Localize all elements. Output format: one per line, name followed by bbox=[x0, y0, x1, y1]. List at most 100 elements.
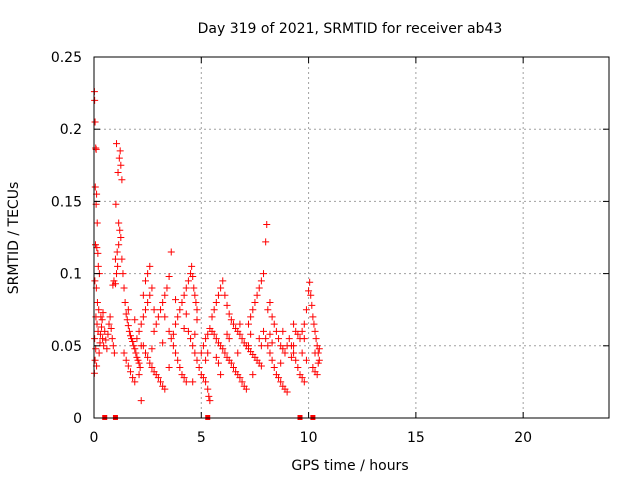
data-point bbox=[116, 226, 124, 234]
data-point bbox=[98, 323, 106, 331]
data-point bbox=[279, 345, 287, 353]
data-point bbox=[191, 349, 199, 357]
data-point bbox=[214, 359, 222, 367]
data-point bbox=[312, 335, 320, 343]
chart-title: Day 319 of 2021, SRMTID for receiver ab4… bbox=[198, 21, 503, 37]
points-layer bbox=[90, 88, 323, 405]
data-point bbox=[260, 270, 268, 278]
data-point bbox=[131, 345, 139, 353]
data-point bbox=[110, 277, 118, 285]
data-point bbox=[104, 330, 112, 338]
data-point bbox=[122, 310, 130, 318]
data-point bbox=[106, 313, 114, 321]
data-point bbox=[202, 378, 210, 386]
data-point bbox=[139, 313, 147, 321]
data-point bbox=[247, 330, 255, 338]
data-point bbox=[268, 339, 276, 347]
data-point bbox=[315, 345, 323, 353]
data-point bbox=[251, 298, 259, 306]
data-point bbox=[268, 313, 276, 321]
data-point bbox=[308, 301, 316, 309]
data-point bbox=[94, 249, 102, 257]
data-point bbox=[279, 327, 287, 335]
data-point bbox=[165, 363, 173, 371]
data-point bbox=[96, 330, 104, 338]
data-point bbox=[124, 306, 132, 314]
data-point bbox=[214, 291, 222, 299]
data-point bbox=[191, 291, 199, 299]
data-point bbox=[238, 378, 246, 386]
data-point bbox=[109, 342, 117, 350]
data-point bbox=[234, 349, 242, 357]
x-tick-label: 20 bbox=[514, 430, 532, 446]
data-point bbox=[150, 327, 158, 335]
data-point bbox=[93, 298, 101, 306]
data-point bbox=[144, 298, 152, 306]
data-point bbox=[165, 272, 173, 280]
data-point bbox=[92, 345, 100, 353]
data-point bbox=[95, 349, 103, 357]
data-point bbox=[135, 371, 143, 379]
data-point bbox=[159, 298, 167, 306]
data-point bbox=[144, 353, 152, 361]
data-point bbox=[190, 284, 198, 292]
data-point bbox=[264, 306, 272, 314]
ticks-layer: 0 0.05 0.1 0.15 0.2 0.25 0 5 10 15 20 bbox=[51, 50, 609, 446]
data-point bbox=[115, 241, 123, 249]
data-point bbox=[217, 284, 225, 292]
data-point bbox=[146, 262, 154, 270]
data-point bbox=[298, 374, 306, 382]
grid-layer bbox=[94, 57, 609, 418]
x-tick-label: 0 bbox=[90, 430, 99, 446]
data-point bbox=[161, 313, 169, 321]
data-point bbox=[180, 374, 188, 382]
data-point bbox=[290, 320, 298, 328]
data-point bbox=[249, 306, 257, 314]
data-point bbox=[135, 327, 143, 335]
y-tick-label: 0.15 bbox=[51, 194, 82, 210]
data-point bbox=[144, 270, 152, 278]
data-point bbox=[281, 349, 289, 357]
data-point bbox=[236, 330, 244, 338]
data-point bbox=[257, 277, 265, 285]
data-point bbox=[118, 176, 126, 184]
data-point bbox=[129, 374, 137, 382]
data-point bbox=[310, 320, 318, 328]
data-point bbox=[270, 363, 278, 371]
data-point bbox=[315, 356, 323, 364]
data-point bbox=[136, 363, 144, 371]
data-point bbox=[306, 278, 314, 286]
x-axis-label: GPS time / hours bbox=[291, 458, 408, 474]
data-point bbox=[161, 385, 169, 393]
data-point bbox=[208, 313, 216, 321]
data-point bbox=[123, 316, 131, 324]
data-point bbox=[197, 349, 205, 357]
data-point bbox=[275, 374, 283, 382]
data-point bbox=[205, 392, 213, 400]
data-point bbox=[257, 362, 265, 370]
data-point bbox=[99, 309, 107, 317]
data-point bbox=[174, 313, 182, 321]
data-point bbox=[225, 310, 233, 318]
data-point bbox=[161, 291, 169, 299]
data-point bbox=[221, 291, 229, 299]
data-point bbox=[277, 378, 285, 386]
data-point bbox=[219, 277, 227, 285]
data-point bbox=[298, 327, 306, 335]
data-point bbox=[115, 154, 123, 162]
data-point bbox=[238, 335, 246, 343]
data-point bbox=[116, 147, 124, 155]
data-point bbox=[146, 359, 154, 367]
data-point bbox=[120, 349, 128, 357]
data-point bbox=[217, 371, 225, 379]
data-point bbox=[112, 200, 120, 208]
data-point bbox=[129, 337, 137, 345]
data-point bbox=[266, 298, 274, 306]
data-point bbox=[210, 330, 218, 338]
data-point bbox=[242, 385, 250, 393]
data-point bbox=[167, 335, 175, 343]
data-point bbox=[193, 306, 201, 314]
data-point bbox=[134, 356, 142, 364]
data-point bbox=[182, 284, 190, 292]
data-point bbox=[113, 140, 121, 148]
